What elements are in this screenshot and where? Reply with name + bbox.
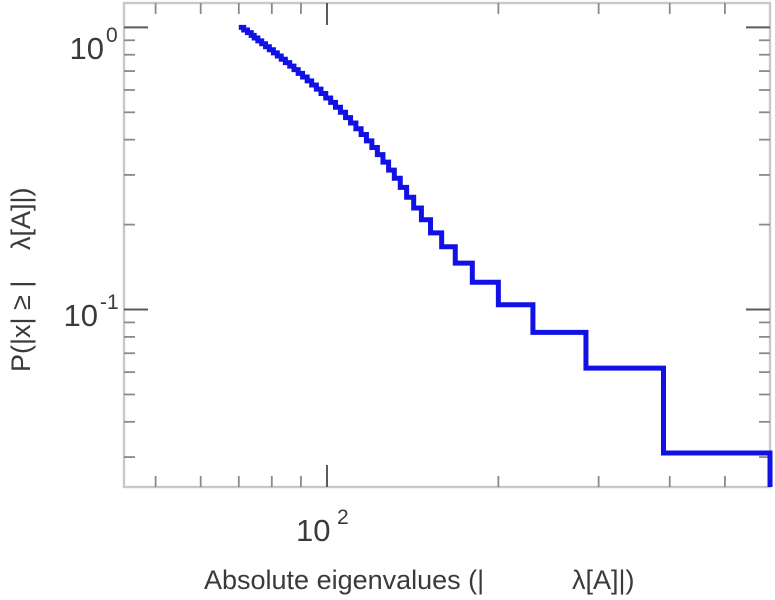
y-tick-label-10-0-exponent: 0 <box>106 24 118 47</box>
y-axis-title: P(|x| ≥ | λ[A]|) <box>6 187 36 372</box>
plot-frame <box>122 1 772 489</box>
ccdf-step-line <box>238 24 773 487</box>
x-tick-label-10-2-mantissa: 10 <box>296 513 330 548</box>
y-axis-ticks <box>124 26 770 458</box>
x-axis-ticks <box>154 3 726 487</box>
x-axis-title: Absolute eigenvalues (| λ[A]|) <box>204 565 635 595</box>
y-tick-label-10-minus1-mantissa: 10 <box>64 298 98 333</box>
x-tick-label-10-2-exponent: 2 <box>337 506 349 529</box>
data-series-group <box>238 24 773 487</box>
x-axis-title-part1: Absolute eigenvalues (| <box>204 565 484 595</box>
y-tick-label-10-0-mantissa: 10 <box>70 31 104 66</box>
y-axis-title-part2: λ[A]|) <box>6 187 36 250</box>
x-axis-tick-labels: 10 2 <box>296 506 349 548</box>
y-axis-tick-labels: 10 0 10 -1 <box>64 24 119 333</box>
y-axis-title-part1: P(|x| ≥ | <box>6 281 36 372</box>
y-tick-label-10-minus1-exponent: -1 <box>100 291 119 314</box>
x-axis-title-part2: λ[A]|) <box>572 565 635 595</box>
